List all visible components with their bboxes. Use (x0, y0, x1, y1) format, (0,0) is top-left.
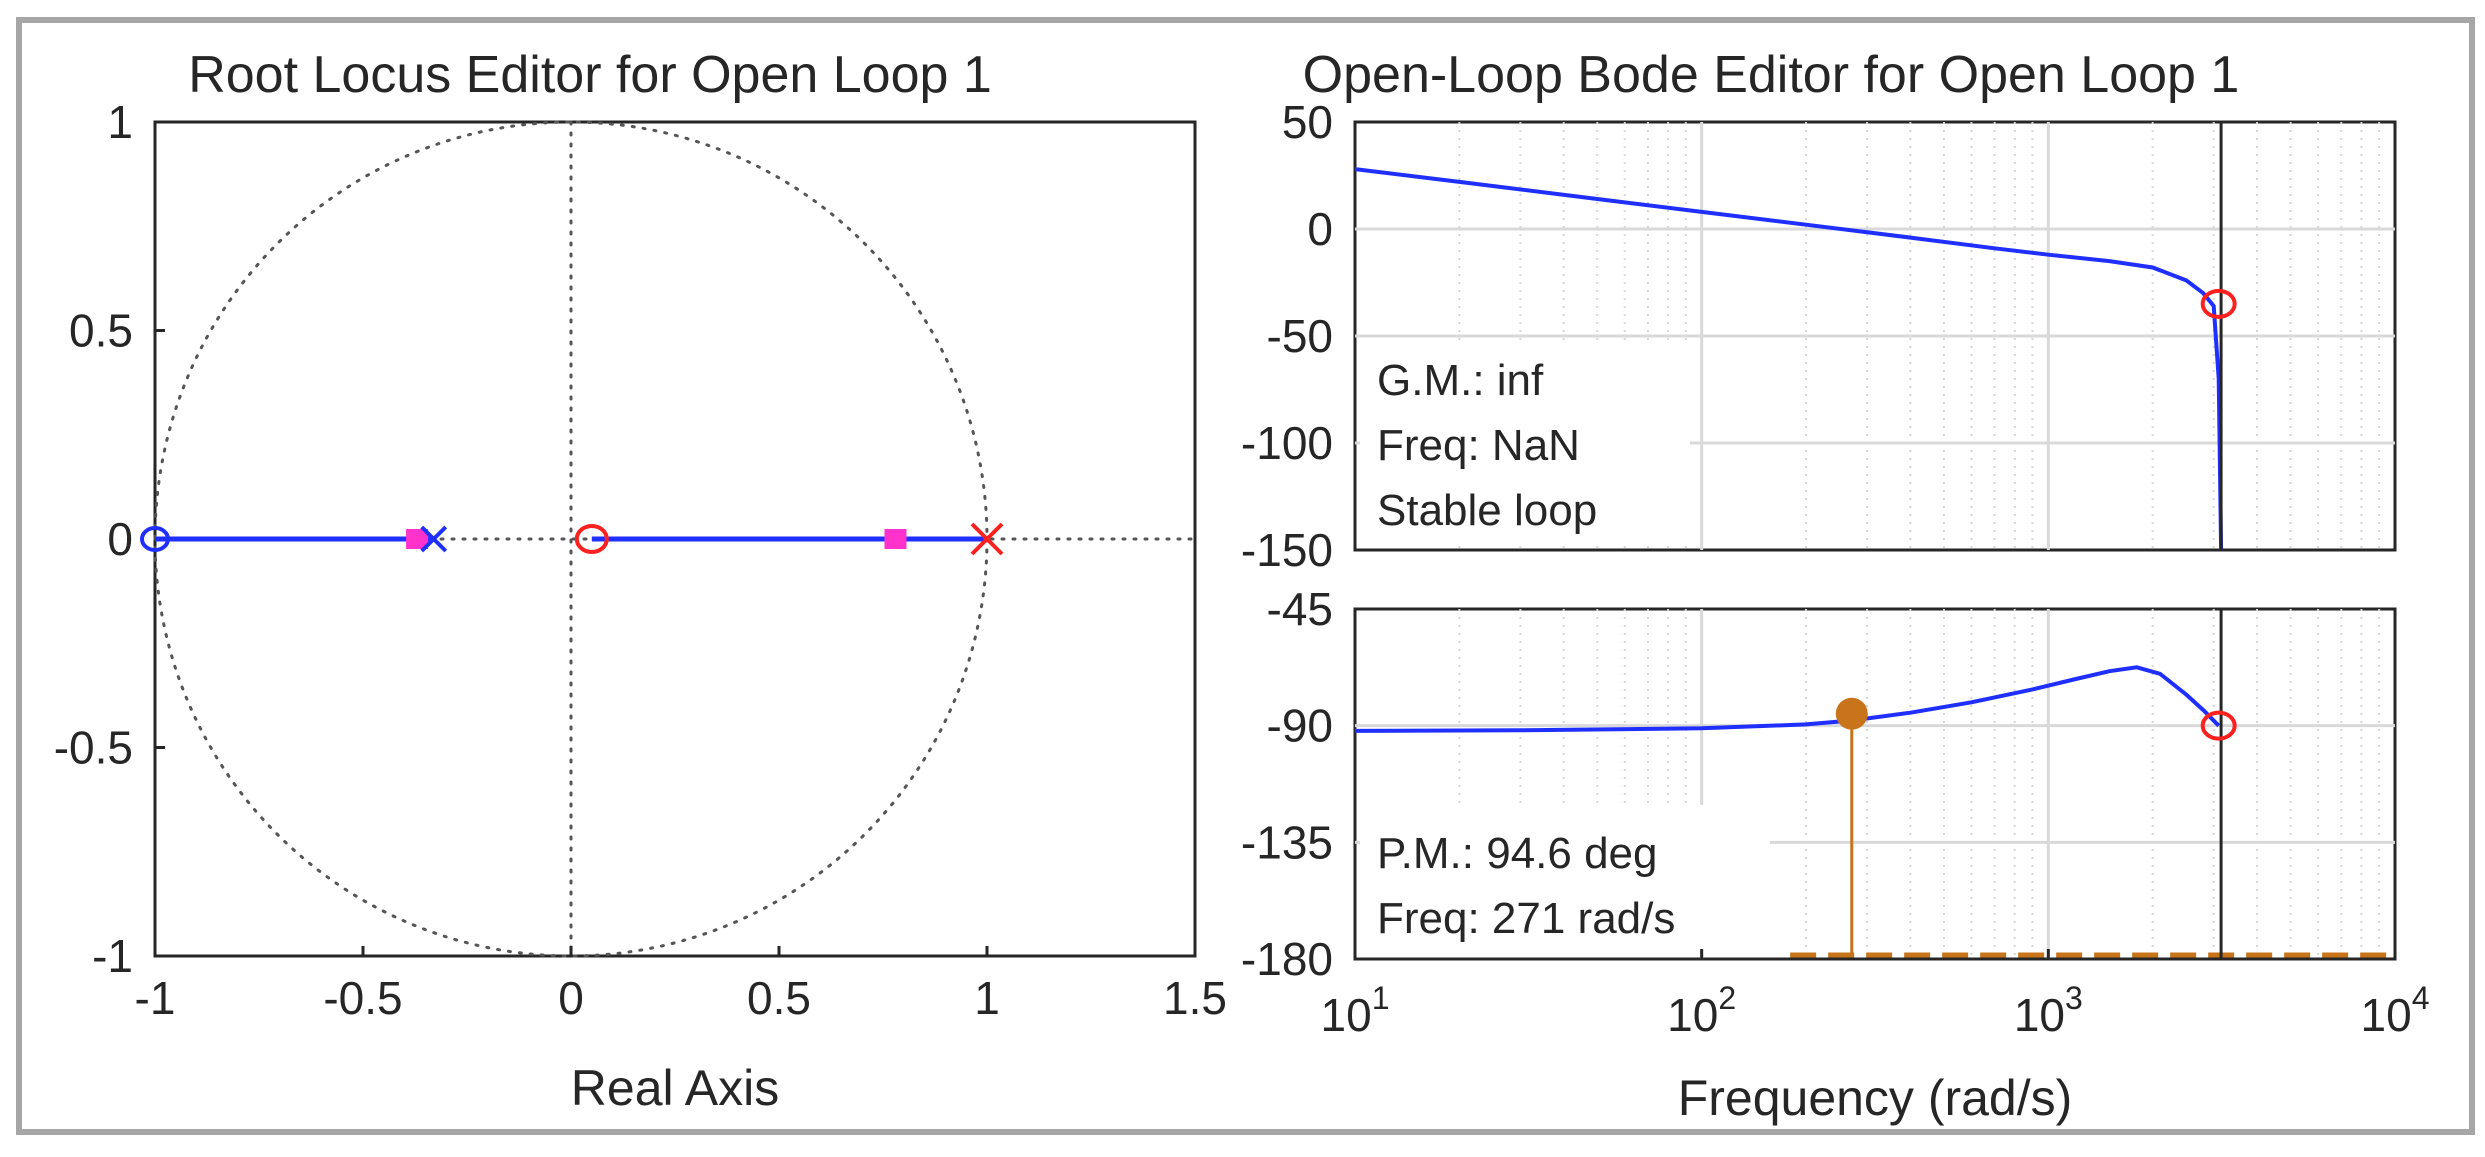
mag-ytick-label: -50 (1267, 310, 1333, 362)
bode-xtick-label: 103 (2014, 980, 2083, 1041)
open-loop-zero[interactable] (574, 524, 609, 554)
rl-ytick-label: -1 (92, 930, 133, 982)
phase-ytick-label: -90 (1267, 700, 1333, 752)
phase-ytick-label: -135 (1241, 816, 1333, 868)
open-loop-pole[interactable] (420, 525, 448, 553)
magnitude-curve[interactable] (1354, 167, 2224, 551)
phase-ytick-label: -180 (1241, 933, 1333, 985)
bode-xtick-label: 101 (1321, 980, 1390, 1041)
phase-marks (1354, 665, 2221, 733)
pm-freq: Freq: 271 rad/s (1377, 894, 1675, 943)
closed-loop-pole[interactable] (884, 529, 907, 549)
magnitude-marks (1354, 122, 2237, 551)
bode-x-ticks: 101 102 103 104 (1321, 949, 2430, 1041)
open-loop-zero[interactable] (140, 526, 170, 552)
root-locus-marks (140, 522, 1004, 556)
mag-ytick-label: -100 (1241, 417, 1333, 469)
rl-ytick-label: 0.5 (69, 305, 133, 357)
phase-margin-readout: P.M.: 94.6 deg Freq: 271 rad/s (1360, 805, 1770, 955)
stable-loop-text: Stable loop (1377, 486, 1597, 535)
phase-ytick-label: -45 (1267, 583, 1333, 635)
gain-margin-box (1360, 340, 1690, 545)
rl-xtick-label: 1.5 (1163, 972, 1227, 1024)
rl-xtick-label: -1 (135, 972, 176, 1024)
phase-y-ticks: -45 -90 -135 -180 (1241, 583, 1333, 985)
rl-xtick-label: 1 (974, 972, 1000, 1024)
rl-ytick-label: -0.5 (54, 722, 133, 774)
rl-xtick-label: 0 (558, 972, 584, 1024)
pm-value: P.M.: 94.6 deg (1377, 829, 1658, 878)
bode-title: Open-Loop Bode Editor for Open Loop 1 (1303, 46, 2240, 104)
phase-margin-marker[interactable] (1835, 697, 1868, 730)
bode-xtick-label: 104 (2361, 980, 2430, 1041)
bode-xtick-label: 102 (1667, 980, 1736, 1041)
root-locus-xlabel: Real Axis (571, 1060, 779, 1116)
rl-ytick-label: 1 (107, 96, 133, 148)
root-locus-y-ticks: 1 0.5 0 -0.5 -1 (54, 96, 165, 982)
gm-value: G.M.: inf (1377, 356, 1544, 405)
mag-ytick-label: 50 (1282, 96, 1333, 148)
gm-freq: Freq: NaN (1377, 421, 1580, 470)
phase-crossover-marker[interactable] (2200, 710, 2237, 741)
gain-margin-readout: G.M.: inf Freq: NaN Stable loop (1360, 340, 1690, 545)
open-loop-pole[interactable] (970, 522, 1004, 556)
root-locus-title: Root Locus Editor for Open Loop 1 (188, 46, 992, 104)
closed-loop-pole[interactable] (406, 529, 429, 549)
rl-xtick-label: -0.5 (323, 972, 402, 1024)
phase-margin-box (1360, 805, 1770, 955)
phase-overlay-marks (1790, 609, 2391, 959)
gain-crossover-marker[interactable] (2200, 288, 2237, 319)
bode-panel[interactable]: Open-Loop Bode Editor for Open Loop 1 50… (1241, 46, 2430, 1126)
bode-xlabel: Frequency (rad/s) (1678, 1070, 2073, 1126)
phase-curve[interactable] (1354, 665, 2221, 733)
mag-ytick-label: 0 (1307, 203, 1333, 255)
rl-ytick-label: 0 (107, 513, 133, 565)
root-locus-x-ticks: -1 -0.5 0 0.5 1 1.5 (135, 946, 1227, 1024)
root-locus-panel[interactable]: Root Locus Editor for Open Loop 1 10.50-… (54, 46, 1227, 1116)
rl-xtick-label: 0.5 (747, 972, 811, 1024)
magnitude-y-ticks: 50 0 -50 -100 -150 (1241, 96, 1333, 576)
mag-ytick-label: -150 (1241, 524, 1333, 576)
